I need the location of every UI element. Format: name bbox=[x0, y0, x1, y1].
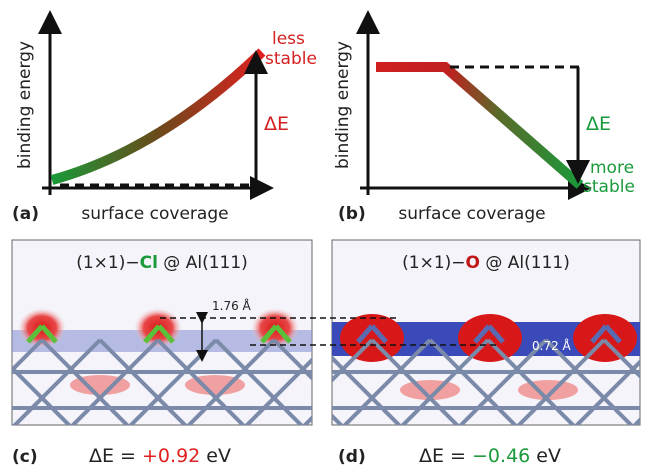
lattice-bond bbox=[516, 338, 606, 425]
lattice-bond bbox=[574, 359, 640, 425]
panel-label: (c) bbox=[12, 447, 38, 467]
panel-title: (1×1)−Cl @ Al(111) bbox=[76, 253, 248, 273]
title-part: (1×1)− bbox=[402, 253, 465, 273]
lattice-bond bbox=[370, 324, 388, 344]
y-axis-label: binding energy bbox=[15, 41, 35, 169]
element: O bbox=[466, 253, 480, 273]
distance-label: 0.72 Å bbox=[532, 338, 572, 353]
lattice-bond bbox=[186, 338, 276, 425]
lattice-bond bbox=[486, 338, 576, 425]
panel-b: binding energy surface coverage (b) ΔE m… bbox=[333, 10, 635, 224]
lattice-bond bbox=[458, 338, 548, 425]
note: stable bbox=[583, 177, 635, 197]
panel-c: (1×1)−Cl @ Al(111) 1.76 Å (c) ΔE = +0.92… bbox=[11, 239, 313, 467]
lattice-bond bbox=[272, 338, 312, 381]
delta-label: ΔE bbox=[586, 113, 611, 135]
lattice-bond bbox=[473, 324, 491, 344]
lattice-bond bbox=[370, 338, 460, 425]
energy-part: eV bbox=[200, 445, 231, 467]
lattice-bond bbox=[40, 338, 130, 425]
title-part: @ Al(111) bbox=[480, 253, 570, 273]
x-axis-label: surface coverage bbox=[398, 204, 545, 224]
energy: ΔE = +0.92 eV bbox=[89, 445, 231, 467]
panel-label: (b) bbox=[338, 204, 366, 224]
energy: ΔE = −0.46 eV bbox=[419, 445, 561, 467]
lattice-bond bbox=[356, 324, 374, 344]
note: stable bbox=[265, 49, 317, 69]
energy-value: +0.92 bbox=[142, 445, 200, 467]
lattice-bond bbox=[244, 357, 312, 425]
lattice-bond bbox=[400, 338, 490, 425]
delta-label: ΔE bbox=[264, 113, 289, 135]
lattice-bond bbox=[332, 338, 374, 383]
lattice-bond bbox=[70, 338, 160, 425]
energy-value: −0.46 bbox=[472, 445, 530, 467]
lattice-bond bbox=[157, 324, 175, 344]
x-axis-label: surface coverage bbox=[81, 204, 228, 224]
lattice-bond bbox=[26, 324, 44, 344]
energy-part: eV bbox=[530, 445, 561, 467]
lattice-bond bbox=[487, 324, 505, 344]
density-features bbox=[332, 314, 640, 425]
title-part: (1×1)− bbox=[76, 253, 139, 273]
lattice-bond bbox=[602, 338, 640, 379]
energy-curve bbox=[376, 62, 584, 189]
lattice-bond bbox=[40, 324, 58, 344]
panel-a: binding energy surface coverage (a) ΔE l… bbox=[12, 10, 317, 224]
element: Cl bbox=[140, 253, 158, 273]
lattice-bond bbox=[428, 338, 518, 425]
note: more bbox=[590, 158, 634, 178]
lattice-bond bbox=[260, 324, 278, 344]
note: less bbox=[272, 29, 305, 49]
energy-curve bbox=[50, 48, 266, 185]
lattice-bond bbox=[342, 338, 432, 425]
lattice-bond bbox=[12, 365, 72, 425]
energy-part: ΔE = bbox=[419, 445, 472, 467]
lattice-bond bbox=[214, 338, 304, 425]
lattice-bond bbox=[98, 338, 188, 425]
panel-label: (a) bbox=[12, 204, 39, 224]
lattice-bond bbox=[590, 324, 608, 344]
lattice-bond bbox=[143, 324, 161, 344]
lattice-bond bbox=[274, 324, 292, 344]
lattice-bond bbox=[544, 338, 634, 425]
distance-label: 1.76 Å bbox=[212, 298, 252, 313]
panel-d: (1×1)−O @ Al(111) 0.72 Å (d) ΔE = −0.46 … bbox=[331, 239, 641, 467]
y-axis-label: binding energy bbox=[333, 41, 353, 169]
lattice-bond bbox=[604, 324, 622, 344]
lattice-bond bbox=[12, 338, 102, 425]
title-part: @ Al(111) bbox=[158, 253, 248, 273]
lattice-bond bbox=[332, 355, 402, 425]
panel-title: (1×1)−O @ Al(111) bbox=[402, 253, 570, 273]
energy-part: ΔE = bbox=[89, 445, 142, 467]
lattice-bond bbox=[156, 338, 246, 425]
panel-label: (d) bbox=[338, 447, 366, 467]
lattice-bond bbox=[12, 338, 44, 373]
